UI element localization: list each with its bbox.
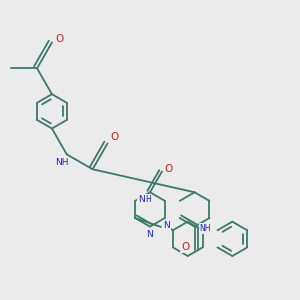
Text: N: N <box>138 195 145 204</box>
Text: O: O <box>55 34 64 44</box>
Text: O: O <box>181 242 189 252</box>
Text: N: N <box>164 221 170 230</box>
Text: NH: NH <box>199 224 211 233</box>
Text: NH: NH <box>55 158 68 167</box>
Text: O: O <box>164 164 172 174</box>
Text: O: O <box>110 132 118 142</box>
Text: N: N <box>147 230 153 239</box>
Text: H: H <box>146 195 152 204</box>
